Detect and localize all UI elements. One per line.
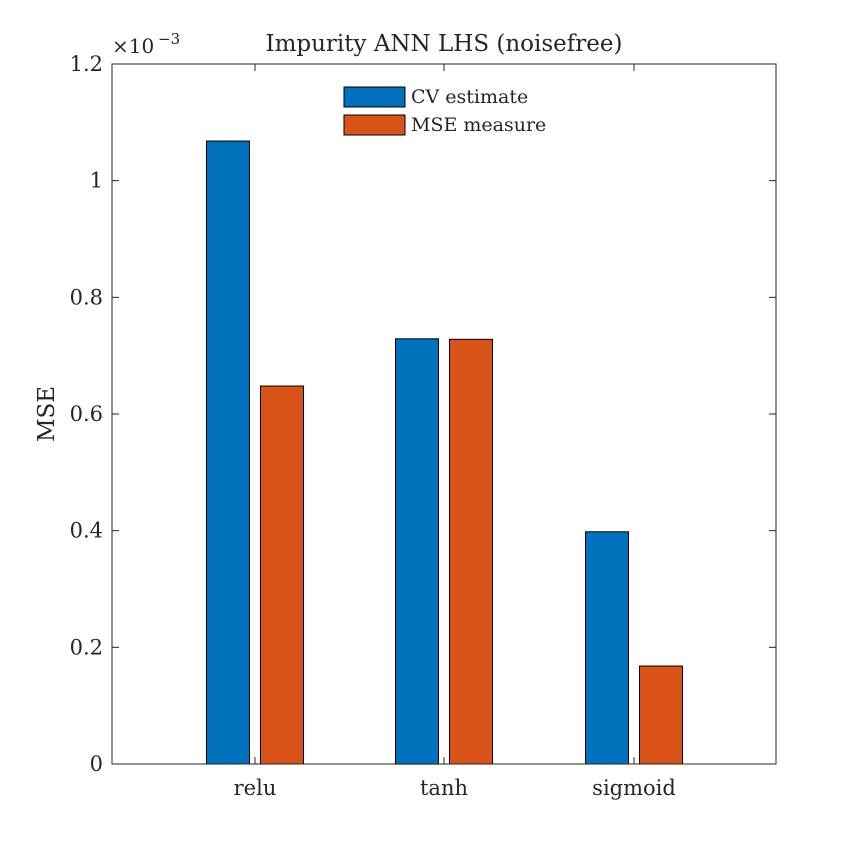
y-tick-label: 0	[90, 752, 103, 776]
bar-cv-estimate-tanh	[395, 338, 439, 765]
x-tick-label-relu: relu	[234, 776, 277, 800]
bars-layer	[206, 140, 683, 765]
y-exponent-label: ×10 −3	[112, 30, 180, 58]
legend-swatch-mse-measure	[343, 114, 406, 136]
x-tick-label-sigmoid: sigmoid	[592, 776, 676, 800]
bar-cv-estimate-sigmoid	[585, 531, 629, 765]
ticks-layer: 0 0.2 0.4 0.6 0.8 1 1.2 relu tanh sigmoid	[70, 52, 776, 800]
y-tick-label: 0.8	[70, 285, 103, 309]
legend: CV estimate MSE measure	[343, 86, 546, 136]
y-exponent-power: −3	[158, 30, 180, 48]
bar-mse-measure-tanh	[449, 338, 493, 765]
legend-label-cv-estimate: CV estimate	[411, 86, 528, 108]
y-tick-label: 0.2	[70, 635, 103, 659]
bar-cv-estimate-relu	[206, 140, 250, 765]
y-axis-label: MSE	[34, 386, 60, 442]
legend-swatch-cv-estimate	[343, 86, 406, 108]
y-exponent-base: ×10	[112, 34, 154, 58]
y-tick-label: 1.2	[70, 52, 103, 76]
bar-mse-measure-relu	[260, 385, 304, 765]
y-tick-label: 0.4	[70, 519, 103, 543]
x-tick-label-tanh: tanh	[420, 776, 468, 800]
y-tick-label: 1	[90, 169, 103, 193]
legend-label-mse-measure: MSE measure	[411, 114, 546, 136]
y-tick-label: 0.6	[70, 402, 103, 426]
bar-mse-measure-sigmoid	[639, 665, 683, 765]
chart-title: Impurity ANN LHS (noisefree)	[265, 31, 622, 57]
